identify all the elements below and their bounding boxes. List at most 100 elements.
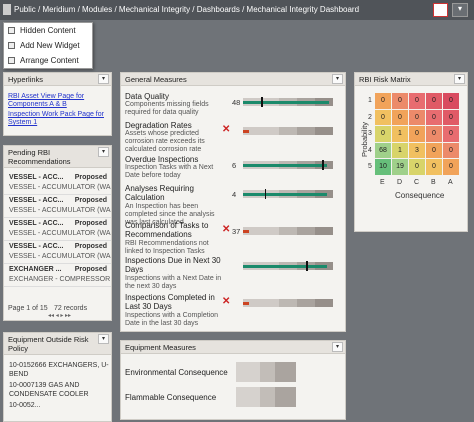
matrix-cell[interactable]: 0 xyxy=(426,126,442,142)
hyperlink[interactable]: Inspection Work Pack Page for System 1 xyxy=(8,111,104,126)
row-label: 4 xyxy=(368,146,372,154)
panel-menu[interactable]: ▾ xyxy=(98,74,109,84)
menu-icon xyxy=(8,27,15,34)
measure-value: 6 xyxy=(232,161,237,170)
matrix-cell[interactable]: 0 xyxy=(409,126,425,142)
bullet-bar xyxy=(243,101,329,104)
matrix-cell[interactable]: 0 xyxy=(392,109,408,125)
menu-icon xyxy=(8,42,15,49)
bullet-bar xyxy=(243,265,327,268)
pager: Page 1 of 15 xyxy=(8,305,48,312)
matrix-cell[interactable]: 0 xyxy=(426,93,442,109)
measure-description: RBI Recommendations not linked to Inspec… xyxy=(125,240,209,255)
matrix-cell[interactable]: 0 xyxy=(375,109,391,125)
matrix-cell[interactable]: 0 xyxy=(375,126,391,142)
matrix-cell[interactable]: 3 xyxy=(409,142,425,158)
matrix-cell[interactable]: 0 xyxy=(409,93,425,109)
matrix-cell[interactable]: 0 xyxy=(409,159,425,175)
matrix-cell[interactable]: 19 xyxy=(392,159,408,175)
risk-matrix-panel: RBI Risk Matrix ▾ 1 0 0 0 0 0 2 0 0 0 0 0 3 0 1 0 0 0 4 68 1 3 0… xyxy=(354,72,468,232)
row-divider xyxy=(4,217,111,218)
hyperlinks-panel: Hyperlinks ▾ RBI Asset View Page for Compo… xyxy=(3,72,112,136)
hyperlink[interactable]: RBI Asset View Page for Components A & B xyxy=(8,93,85,108)
measure-description: Inspection Tasks with a Next Date before… xyxy=(125,164,214,179)
measure-description: An Inspection has been completed since t… xyxy=(125,203,215,226)
general-measures-panel: General Measures ▾ Data Quality Components … xyxy=(120,72,346,332)
menu-icon xyxy=(8,57,15,64)
row-divider xyxy=(4,240,111,241)
panel-header: Pending RBI Recommendations xyxy=(4,146,111,168)
menu-button[interactable]: ▾ xyxy=(452,3,468,17)
bullet-bar xyxy=(243,164,327,167)
panel-header: General Measures xyxy=(121,73,345,86)
matrix-cell[interactable]: 0 xyxy=(375,93,391,109)
matrix-cell[interactable]: 0 xyxy=(443,159,459,175)
risk-row[interactable]: 10-0052... xyxy=(9,402,41,409)
measure-value: 48 xyxy=(232,98,241,107)
alert-icon: ✕ xyxy=(222,296,231,307)
measure-title[interactable]: Environmental Consequence xyxy=(125,368,228,377)
matrix-cell[interactable]: 0 xyxy=(426,109,442,125)
bullet-bar xyxy=(243,193,327,196)
risk-row[interactable]: 10-0152666 EXCHANGERS, U-BEND xyxy=(9,362,109,378)
row-description: VESSEL - ACCUMULATOR (WAS 2... xyxy=(9,184,111,191)
menu-item[interactable]: Add New Widget xyxy=(20,41,80,50)
row-divider xyxy=(4,263,111,264)
measure-description: Assets whose predicted corrosion rate ex… xyxy=(125,130,205,153)
panel-menu[interactable]: ▾ xyxy=(332,342,343,352)
risk-row[interactable]: 10-0007139 GAS AND CONDENSATE COOLER xyxy=(9,382,89,398)
measure-title[interactable]: Inspections Completed in Last 30 Days xyxy=(125,293,215,311)
measure-title[interactable]: Inspections Due in Next 30 Days xyxy=(125,256,221,274)
matrix-cell[interactable]: 10 xyxy=(375,159,391,175)
row-divider xyxy=(4,286,111,287)
row-status: Proposed xyxy=(74,243,107,250)
matrix-cell[interactable]: 0 xyxy=(443,142,459,158)
row-name[interactable]: VESSEL - ACC... xyxy=(9,220,64,227)
record-count: 72 records xyxy=(54,305,88,312)
matrix-cell[interactable]: 1 xyxy=(392,126,408,142)
share-button[interactable] xyxy=(433,3,448,17)
row-name[interactable]: VESSEL - ACC... xyxy=(9,174,64,181)
row-name[interactable]: EXCHANGER ... xyxy=(9,266,62,273)
row-name[interactable]: VESSEL - ACC... xyxy=(9,197,64,204)
row-label: 2 xyxy=(368,113,372,121)
bullet-range xyxy=(236,387,296,407)
breadcrumb[interactable]: Public / Meridium / Modules / Mechanical… xyxy=(14,5,360,14)
measure-title[interactable]: Degradation Rates xyxy=(125,121,192,130)
row-label: 1 xyxy=(368,97,372,104)
matrix-cell[interactable]: 0 xyxy=(426,142,442,158)
panel-menu[interactable]: ▾ xyxy=(332,74,343,84)
panel-header: RBI Risk Matrix xyxy=(355,73,467,86)
row-name[interactable]: VESSEL - ACC... xyxy=(9,243,64,250)
matrix-cell[interactable]: 0 xyxy=(426,159,442,175)
measure-title[interactable]: Flammable Consequence xyxy=(125,393,217,402)
panel-menu[interactable]: ▾ xyxy=(98,334,109,344)
measure-title[interactable]: Analyses Requiring Calculation xyxy=(125,184,194,202)
bullet-bar xyxy=(243,302,249,305)
bullet-range xyxy=(243,227,333,235)
column-label: A xyxy=(448,179,453,186)
matrix-cell[interactable]: 0 xyxy=(392,93,408,109)
matrix-cell[interactable]: 0 xyxy=(443,109,459,125)
bullet-target xyxy=(261,97,263,107)
measure-value: 37 xyxy=(232,227,241,236)
matrix-cell[interactable]: 0 xyxy=(443,93,459,109)
matrix-cell[interactable]: 0 xyxy=(443,126,459,142)
matrix-cell[interactable]: 1 xyxy=(392,142,408,158)
pager-buttons[interactable]: ◂◂ ◂ ▸ ▸▸ xyxy=(48,313,72,319)
menu-item[interactable]: Arrange Content xyxy=(20,56,79,65)
panel-header: Hyperlinks xyxy=(4,73,111,86)
menu-item[interactable]: Hidden Content xyxy=(20,26,76,35)
panel-menu[interactable]: ▾ xyxy=(454,74,465,84)
row-label: 5 xyxy=(368,163,372,170)
row-status: Proposed xyxy=(74,220,107,227)
measure-title[interactable]: Comparison of Tasks to Recommendations xyxy=(125,221,209,239)
bullet-range xyxy=(236,362,296,382)
panel-menu[interactable]: ▾ xyxy=(98,147,109,157)
bullet-range xyxy=(243,299,333,307)
matrix-cell[interactable]: 0 xyxy=(409,109,425,125)
matrix-cell[interactable]: 68 xyxy=(375,142,391,158)
measure-title[interactable]: Data Quality xyxy=(125,92,170,101)
measure-title[interactable]: Overdue Inspections xyxy=(125,155,199,164)
row-divider xyxy=(4,194,111,195)
